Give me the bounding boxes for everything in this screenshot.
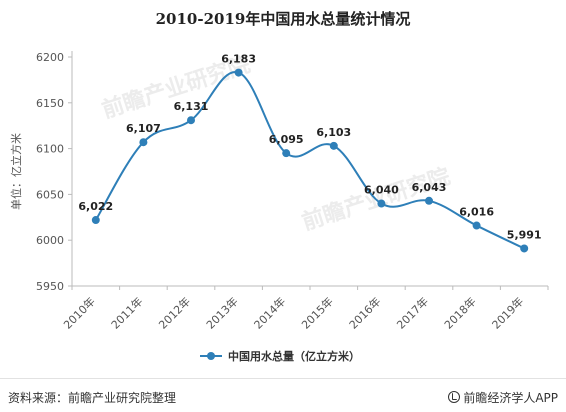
x-tick-label: 2017年 — [394, 294, 431, 331]
data-point — [329, 141, 338, 150]
x-tick-label: 2018年 — [441, 294, 478, 331]
legend-marker — [207, 352, 215, 360]
chart-axes: 5950 6000 6050 6100 6150 6200 单位：亿立方米 2010年 2011… — [9, 51, 549, 332]
y-tick-label: 5950 — [36, 280, 64, 293]
y-axis-title: 单位：亿立方米 — [9, 133, 23, 210]
data-point — [91, 216, 100, 225]
y-tick-label: 6150 — [36, 97, 64, 110]
brand-name: 前瞻经济学人APP — [463, 391, 558, 405]
y-tick-label: 6050 — [36, 188, 64, 201]
brand-logo-icon — [448, 391, 461, 403]
footer: 资料来源：前瞻产业研究院整理 前瞻经济学人APP — [0, 378, 566, 409]
data-label: 6,183 — [221, 53, 256, 66]
x-tick-label: 2016年 — [346, 294, 383, 331]
data-label: 6,016 — [459, 206, 494, 219]
data-label: 6,103 — [316, 126, 351, 139]
x-tick-label: 2010年 — [60, 294, 97, 331]
x-tick-label: 2013年 — [203, 294, 240, 331]
data-label: 5,991 — [507, 228, 542, 241]
data-label: 6,107 — [126, 122, 161, 135]
y-tick-label: 6000 — [36, 234, 64, 247]
series-line — [94, 71, 525, 250]
data-point — [282, 149, 291, 158]
x-tick-label: 2015年 — [298, 294, 335, 331]
x-tick-label: 2011年 — [108, 294, 145, 331]
y-tick-label: 6100 — [36, 143, 64, 156]
chart-legend: 中国用水总量（亿立方米） — [200, 349, 360, 363]
x-tick-label: 2012年 — [156, 294, 193, 331]
data-point — [139, 138, 148, 147]
data-point — [377, 199, 386, 208]
source-note: 资料来源：前瞻产业研究院整理 — [8, 391, 177, 405]
y-tick-label: 6200 — [36, 51, 64, 64]
chart-title: 2010-2019年中国用水总量统计情况 — [155, 10, 411, 28]
data-point — [472, 221, 481, 230]
data-point — [187, 116, 195, 125]
legend-label: 中国用水总量（亿立方米） — [228, 349, 360, 363]
data-point — [520, 244, 529, 253]
data-point — [234, 68, 243, 77]
data-label: 6,043 — [412, 181, 447, 194]
data-label: 6,040 — [364, 184, 399, 197]
brand-credit: 前瞻经济学人APP — [448, 389, 558, 406]
x-tick-label: 2014年 — [251, 294, 288, 331]
chart-series: 6,022 6,107 6,131 6,183 6,095 6,103 6,040 6,043… — [78, 53, 542, 253]
data-label: 6,131 — [174, 100, 209, 113]
data-label: 6,095 — [269, 133, 304, 146]
data-point — [425, 196, 433, 205]
data-label: 6,022 — [78, 200, 113, 213]
x-tick-label: 2019年 — [489, 294, 526, 331]
